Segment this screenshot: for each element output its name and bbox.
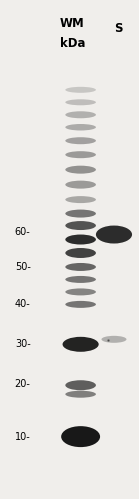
Ellipse shape — [65, 380, 96, 390]
Ellipse shape — [65, 181, 96, 189]
Text: 40-: 40- — [15, 299, 31, 309]
Text: 10-: 10- — [15, 432, 31, 442]
Ellipse shape — [65, 87, 96, 93]
Ellipse shape — [65, 196, 96, 203]
Text: kDa: kDa — [59, 37, 85, 50]
Ellipse shape — [65, 235, 96, 245]
Ellipse shape — [65, 391, 96, 398]
Text: WM: WM — [60, 17, 85, 30]
Ellipse shape — [65, 210, 96, 218]
Ellipse shape — [65, 111, 96, 118]
Ellipse shape — [65, 99, 96, 105]
Ellipse shape — [65, 151, 96, 158]
Ellipse shape — [65, 221, 96, 230]
Ellipse shape — [65, 301, 96, 308]
Text: 60-: 60- — [15, 227, 31, 237]
Ellipse shape — [61, 426, 100, 447]
Ellipse shape — [63, 337, 99, 352]
Ellipse shape — [101, 336, 126, 343]
Ellipse shape — [65, 124, 96, 131]
Ellipse shape — [65, 263, 96, 271]
Ellipse shape — [65, 276, 96, 283]
Ellipse shape — [96, 226, 132, 244]
Ellipse shape — [65, 248, 96, 258]
Text: 20-: 20- — [15, 379, 31, 389]
Text: 30-: 30- — [15, 339, 31, 349]
Ellipse shape — [65, 288, 96, 295]
Text: S: S — [114, 22, 122, 35]
Ellipse shape — [65, 137, 96, 144]
Text: 50-: 50- — [15, 262, 31, 272]
Ellipse shape — [65, 166, 96, 174]
